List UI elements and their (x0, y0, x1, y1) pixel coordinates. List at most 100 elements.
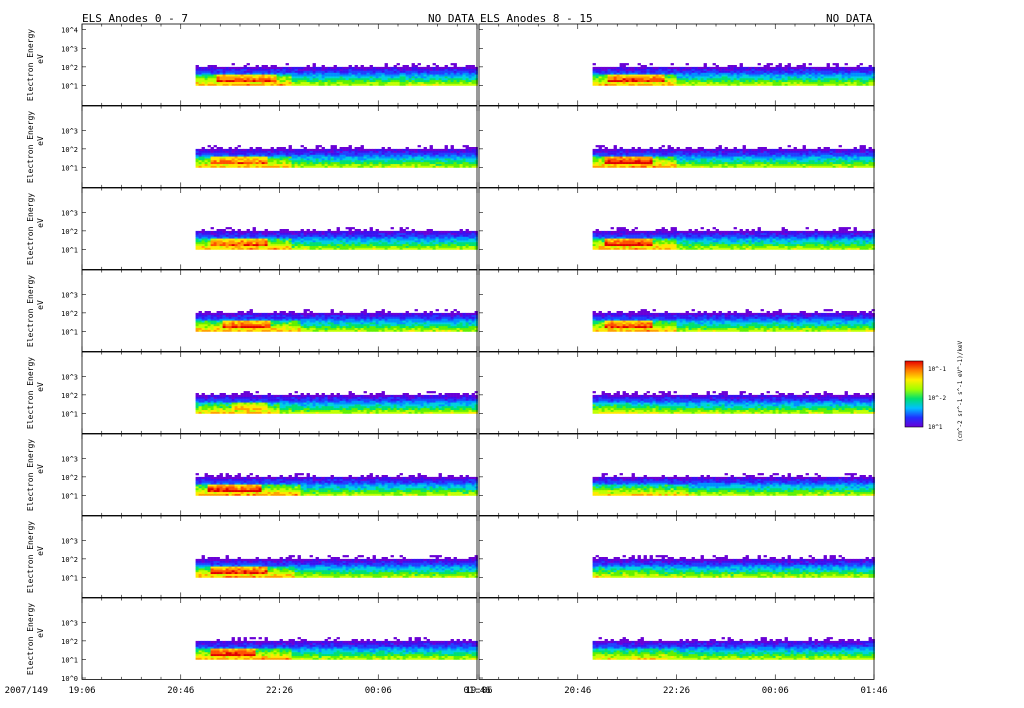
spectrogram-cell (279, 407, 283, 411)
spectrogram-cell (357, 320, 361, 323)
spectrogram-cell (276, 230, 280, 234)
spectrogram-cell (273, 407, 277, 411)
spectrogram-cell (249, 411, 253, 414)
spectrogram-cell (348, 327, 352, 330)
spectrogram-cell (366, 156, 370, 159)
spectrogram-cell (201, 160, 205, 163)
spectrogram-cell (222, 324, 226, 327)
spectrogram-cell (201, 79, 205, 83)
spectrogram-cell (273, 322, 277, 325)
spectrogram-cell (204, 78, 208, 81)
spectrogram-cell (237, 238, 241, 241)
spectrogram-cell (411, 407, 415, 411)
spectrogram-cell (372, 152, 376, 155)
spectrogram-cell (390, 324, 394, 327)
spectrogram-cell (240, 245, 244, 248)
spectrogram-cell (213, 318, 217, 321)
spectrogram-cell (324, 411, 328, 414)
spectrogram-cell (375, 327, 379, 330)
spectrogram-cell (255, 407, 259, 411)
spectrogram-cell (300, 396, 304, 399)
spectrogram-cell (324, 402, 328, 405)
spectrogram-cell (450, 163, 454, 166)
spectrogram-cell (213, 247, 217, 250)
spectrogram-cell (282, 243, 286, 247)
spectrogram-cell (225, 236, 229, 239)
spectrogram-cell (246, 312, 250, 316)
spectrogram-cell (228, 411, 232, 414)
spectrogram-cell (255, 232, 259, 235)
spectrogram-cell (420, 322, 424, 325)
spectrogram-cell (360, 320, 364, 323)
spectrogram-cell (381, 161, 385, 165)
spectrogram-cell (234, 312, 238, 316)
spectrogram-cell (267, 232, 271, 235)
spectrogram-cell (264, 152, 268, 155)
spectrogram-cell (411, 83, 415, 86)
spectrogram-cell (231, 400, 235, 403)
spectrogram-cell (378, 81, 382, 84)
spectrogram-cell (204, 324, 208, 327)
spectrogram-cell (462, 150, 466, 153)
spectrogram-cell (270, 325, 274, 329)
spectrogram-cell (276, 76, 280, 79)
spectrogram-cell (309, 160, 313, 163)
spectrogram-cell (249, 232, 253, 235)
spectrogram-cell (285, 409, 289, 412)
spectrogram-cell (234, 150, 238, 153)
spectrogram-cell (204, 70, 208, 73)
spectrogram-cell (381, 404, 385, 407)
spectrogram-cell (420, 316, 424, 319)
spectrogram-cell (318, 72, 322, 75)
spectrogram-cell (294, 394, 298, 398)
spectrogram-cell (408, 234, 412, 237)
spectrogram-cell (306, 396, 310, 399)
spectrogram-cell (357, 394, 361, 398)
spectrogram-cell (279, 148, 283, 152)
spectrogram-cell (210, 329, 214, 332)
spectrogram-cell (414, 316, 418, 319)
spectrogram-cell (363, 311, 367, 314)
spectrogram-cell (240, 148, 244, 152)
spectrogram-cell (288, 70, 292, 73)
spectrogram-cell (264, 327, 268, 330)
spectrogram-cell (195, 160, 199, 163)
spectrogram-cell (255, 65, 259, 68)
spectrogram-cell (237, 312, 241, 316)
spectrogram-cell (375, 234, 379, 237)
spectrogram-cell (339, 165, 343, 168)
spectrogram-cell (225, 398, 229, 401)
spectrogram-cell (348, 154, 352, 157)
spectrogram-cell (237, 394, 241, 398)
spectrogram-cell (267, 327, 271, 330)
spectrogram-cell (360, 65, 364, 68)
spectrogram-cell (204, 329, 208, 332)
spectrogram-cell (342, 398, 346, 401)
spectrogram-cell (384, 322, 388, 325)
spectrogram-cell (228, 234, 232, 237)
spectrogram-cell (363, 154, 367, 157)
spectrogram-cell (234, 409, 238, 412)
spectrogram-cell (372, 81, 376, 84)
spectrogram-cell (276, 72, 280, 75)
spectrogram-cell (285, 327, 289, 330)
spectrogram-cell (324, 232, 328, 235)
spectrogram-cell (381, 316, 385, 319)
spectrogram-cell (402, 160, 406, 163)
spectrogram-cell (225, 406, 229, 409)
spectrogram-cell (327, 243, 331, 247)
spectrogram-cell (291, 242, 295, 245)
spectrogram-cell (228, 72, 232, 75)
spectrogram-cell (402, 409, 406, 412)
spectrogram-cell (414, 234, 418, 237)
spectrogram-cell (441, 70, 445, 73)
spectrogram-cell (471, 324, 475, 327)
spectrogram-cell (309, 158, 313, 161)
spectrogram-cell (210, 83, 214, 86)
spectrogram-cell (363, 148, 367, 152)
spectrogram-cell (381, 66, 385, 70)
spectrogram-cell (264, 161, 268, 165)
spectrogram-cell (228, 327, 232, 330)
spectrogram-cell (429, 400, 433, 403)
